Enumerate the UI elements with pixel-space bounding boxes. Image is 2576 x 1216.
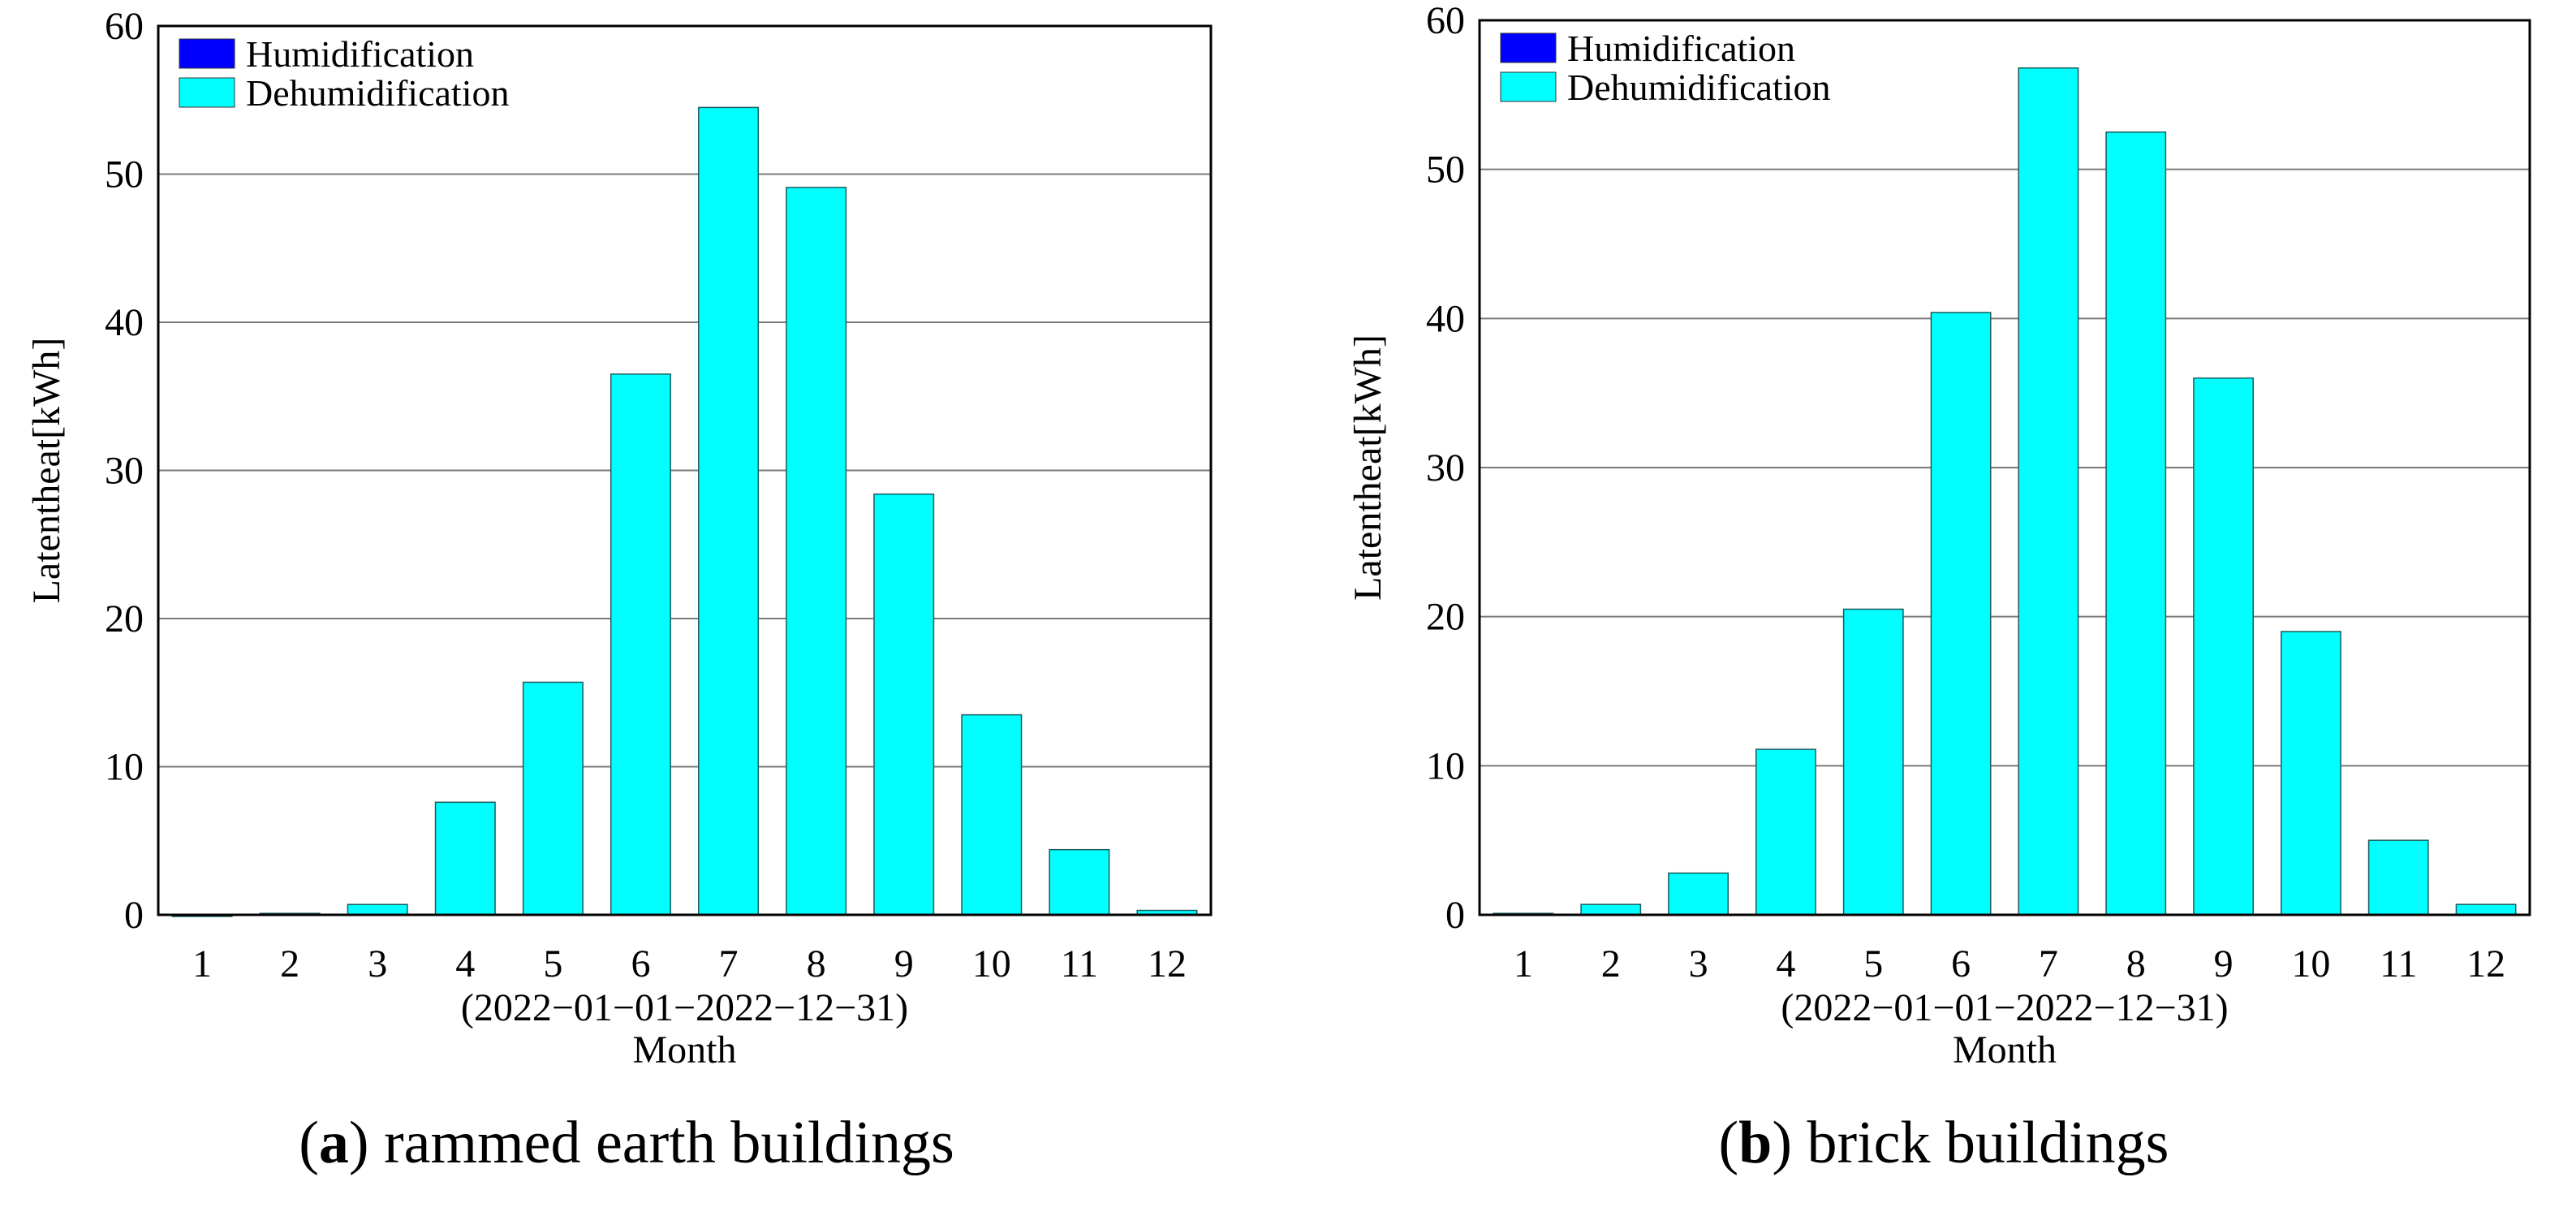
bar-dehumidification bbox=[1842, 608, 1904, 916]
x-tick-label: 9 bbox=[894, 942, 914, 985]
caption-open-paren: ( bbox=[1719, 1110, 1739, 1176]
x-tick-label: 3 bbox=[1689, 942, 1708, 985]
caption-letter: b bbox=[1738, 1110, 1772, 1176]
y-tick-label: 60 bbox=[105, 5, 144, 48]
y-tick-label: 50 bbox=[105, 153, 144, 196]
plot-frame bbox=[1478, 19, 2531, 916]
bar-dehumidification bbox=[2105, 132, 2167, 916]
legend-swatch-dehumidification bbox=[1500, 71, 1557, 102]
y-tick-label: 10 bbox=[105, 746, 144, 789]
x-tick-label: 2 bbox=[1601, 942, 1621, 985]
x-tick-label: 9 bbox=[2214, 942, 2234, 985]
y-tick-label: 0 bbox=[1445, 894, 1465, 937]
legend-label-humidification: Humidification bbox=[1567, 28, 1795, 69]
bar-dehumidification bbox=[786, 187, 847, 916]
x-tick-label: 12 bbox=[1148, 942, 1187, 985]
y-tick-label: 20 bbox=[105, 597, 144, 640]
bar-dehumidification bbox=[873, 493, 935, 916]
caption-text: ) brick buildings bbox=[1772, 1110, 2169, 1176]
bar-dehumidification bbox=[2455, 903, 2517, 916]
bar-dehumidification bbox=[698, 106, 760, 916]
x-tick-label: 3 bbox=[368, 942, 387, 985]
legend-swatch-humidification bbox=[1500, 32, 1557, 63]
x-tick-label: 10 bbox=[972, 942, 1011, 985]
x-tick-label: 6 bbox=[1951, 942, 1971, 985]
x-axis-date-range: (2022−01−01−2022−12−31) bbox=[1781, 986, 2228, 1029]
y-tick-label: 60 bbox=[1426, 0, 1465, 42]
y-tick-label: 20 bbox=[1426, 596, 1465, 639]
bar-dehumidification bbox=[2193, 377, 2254, 916]
plot-frame bbox=[157, 24, 1213, 916]
legend-swatch-humidification bbox=[179, 38, 235, 69]
x-tick-label: 8 bbox=[2126, 942, 2146, 985]
x-tick-label: 4 bbox=[1776, 942, 1795, 985]
x-tick-label: 5 bbox=[1863, 942, 1883, 985]
x-axis-label: Month bbox=[1953, 1028, 2057, 1072]
y-tick-label: 50 bbox=[1426, 149, 1465, 192]
y-tick-label: 30 bbox=[1426, 446, 1465, 489]
subfigure-caption: (b) brick buildings bbox=[1719, 1110, 2169, 1176]
x-tick-label: 2 bbox=[280, 942, 299, 985]
subfigure-caption: (a) rammed earth buildings bbox=[299, 1110, 954, 1176]
bar-dehumidification bbox=[961, 714, 1023, 916]
y-tick-label: 10 bbox=[1426, 744, 1465, 787]
x-tick-label: 4 bbox=[455, 942, 475, 985]
x-axis-date-range: (2022−01−01−2022−12−31) bbox=[461, 986, 908, 1029]
bar-dehumidification bbox=[2018, 67, 2079, 916]
bar-dehumidification bbox=[522, 681, 584, 916]
x-tick-label: 1 bbox=[192, 942, 212, 985]
x-tick-label: 6 bbox=[631, 942, 650, 985]
bar-dehumidification bbox=[434, 801, 496, 916]
y-tick-label: 40 bbox=[1426, 297, 1465, 340]
bar-dehumidification bbox=[1755, 748, 1816, 916]
bar-dehumidification bbox=[1580, 903, 1642, 916]
y-axis-label: Latentheat[kWh] bbox=[25, 338, 68, 604]
x-tick-label: 1 bbox=[1514, 942, 1533, 985]
legend-label-dehumidification: Dehumidification bbox=[246, 72, 509, 114]
y-tick-label: 40 bbox=[105, 301, 144, 344]
x-tick-label: 7 bbox=[2039, 942, 2058, 985]
legend-label-humidification: Humidification bbox=[246, 33, 474, 75]
bar-dehumidification bbox=[610, 373, 671, 916]
bar-dehumidification bbox=[1668, 872, 1729, 916]
x-tick-label: 8 bbox=[807, 942, 826, 985]
caption-open-paren: ( bbox=[299, 1110, 319, 1176]
x-tick-label: 5 bbox=[543, 942, 562, 985]
bar-dehumidification bbox=[2367, 839, 2429, 916]
y-axis-label: Latentheat[kWh] bbox=[1346, 334, 1389, 601]
x-tick-label: 7 bbox=[719, 942, 739, 985]
y-tick-label: 0 bbox=[124, 894, 144, 937]
bar-dehumidification bbox=[2281, 631, 2341, 916]
x-tick-label: 12 bbox=[2466, 942, 2505, 985]
legend-label-dehumidification: Dehumidification bbox=[1567, 67, 1830, 108]
bar-dehumidification bbox=[347, 903, 408, 916]
caption-letter: a bbox=[319, 1110, 349, 1176]
y-tick-label: 30 bbox=[105, 450, 144, 493]
x-axis-label: Month bbox=[632, 1028, 736, 1072]
x-tick-label: 11 bbox=[1061, 942, 1098, 985]
bar-dehumidification bbox=[1049, 848, 1110, 916]
x-tick-label: 10 bbox=[2291, 942, 2330, 985]
legend-swatch-dehumidification bbox=[179, 77, 235, 108]
caption-text: ) rammed earth buildings bbox=[349, 1110, 954, 1176]
bar-dehumidification bbox=[1930, 312, 1992, 916]
x-tick-label: 11 bbox=[2380, 942, 2417, 985]
